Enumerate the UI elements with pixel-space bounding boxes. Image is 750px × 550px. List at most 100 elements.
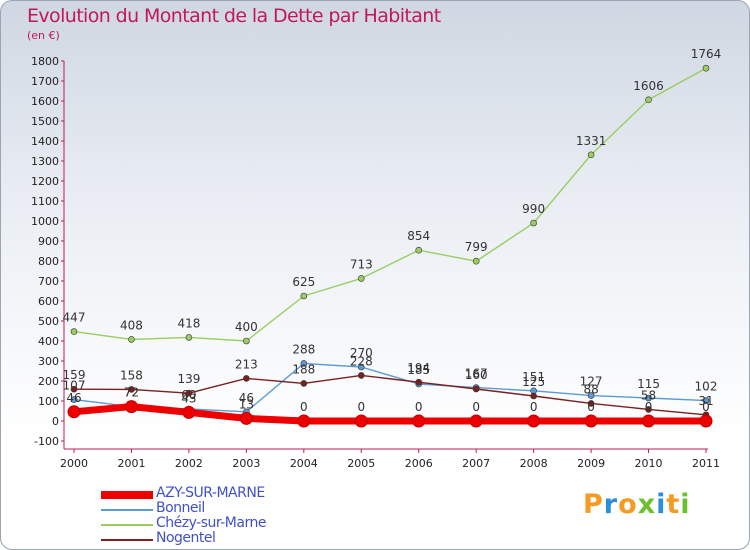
data-label: 194 bbox=[407, 361, 430, 375]
data-label: 72 bbox=[124, 386, 139, 400]
data-point bbox=[415, 246, 423, 254]
data-label: 418 bbox=[177, 316, 200, 330]
y-tick-label: 900 bbox=[38, 235, 59, 248]
logo-letter: x bbox=[637, 489, 657, 520]
data-point bbox=[300, 292, 308, 300]
data-point bbox=[128, 386, 135, 393]
data-label: 0 bbox=[357, 400, 365, 414]
y-tick-label: 300 bbox=[38, 355, 59, 368]
data-label: 160 bbox=[465, 368, 488, 382]
data-label: 167 bbox=[465, 367, 488, 381]
data-point bbox=[702, 64, 710, 72]
x-tick-label: 2011 bbox=[692, 457, 720, 470]
data-label: 46 bbox=[66, 391, 81, 405]
data-label: 270 bbox=[350, 346, 373, 360]
data-label: 185 bbox=[407, 363, 430, 377]
x-tick-label: 2002 bbox=[175, 457, 203, 470]
legend-swatch bbox=[101, 509, 153, 511]
y-tick-label: 700 bbox=[38, 275, 59, 288]
series-line-ch-zy-sur-marne bbox=[73, 67, 707, 342]
data-point bbox=[300, 360, 308, 367]
data-point bbox=[699, 414, 713, 428]
data-label: 0 bbox=[300, 400, 308, 414]
data-label: 43 bbox=[181, 391, 196, 405]
x-tick-label: 2007 bbox=[462, 457, 490, 470]
data-label: 88 bbox=[583, 382, 598, 396]
data-point bbox=[527, 414, 541, 428]
legend: AZY-SUR-MARNE Bonneil Chézy-sur-Marne Nogen… bbox=[101, 485, 341, 547]
data-label: 447 bbox=[63, 311, 86, 325]
y-tick-label: 1700 bbox=[31, 75, 59, 88]
data-label: 400 bbox=[235, 320, 258, 334]
y-tick-label: 1400 bbox=[31, 135, 59, 148]
data-point bbox=[415, 378, 423, 386]
data-point bbox=[185, 334, 193, 341]
data-point bbox=[70, 385, 78, 393]
data-point bbox=[243, 337, 250, 345]
legend-item: Chézy-sur-Marne bbox=[101, 515, 341, 532]
data-point bbox=[70, 396, 78, 403]
proxiti-logo: Proxiti bbox=[583, 489, 691, 520]
data-label: 127 bbox=[580, 375, 603, 389]
data-point bbox=[67, 405, 81, 419]
data-point bbox=[354, 414, 368, 428]
data-label: 228 bbox=[350, 354, 373, 368]
data-label: 46 bbox=[239, 391, 254, 405]
series-line-azy-sur-marne bbox=[70, 403, 710, 425]
y-tick-label: 1300 bbox=[31, 155, 59, 168]
legend-label: Bonneil bbox=[156, 500, 205, 516]
x-tick-label: 2006 bbox=[405, 457, 433, 470]
legend-label: AZY-SUR-MARNE bbox=[156, 485, 265, 501]
y-tick-label: 1800 bbox=[31, 55, 59, 68]
y-tick-label: 100 bbox=[38, 395, 59, 408]
data-label: 625 bbox=[292, 275, 315, 289]
chart-title: Evolution du Montant de la Dette par Hab… bbox=[27, 5, 441, 27]
data-point bbox=[587, 392, 595, 399]
logo-letter: P bbox=[583, 489, 604, 520]
data-label: 125 bbox=[522, 375, 545, 389]
data-label: 139 bbox=[177, 372, 200, 386]
y-tick-label: 800 bbox=[38, 255, 59, 268]
data-label: 31 bbox=[698, 394, 713, 408]
data-point bbox=[530, 392, 537, 400]
legend-item: Bonneil bbox=[101, 500, 341, 517]
data-point bbox=[587, 400, 595, 407]
x-tick-label: 2009 bbox=[577, 457, 605, 470]
y-tick-label: 200 bbox=[38, 375, 59, 388]
data-label: 0 bbox=[645, 400, 653, 414]
data-point bbox=[239, 411, 253, 425]
data-point bbox=[645, 406, 652, 413]
data-label: 213 bbox=[235, 357, 258, 371]
logo-letter: r bbox=[603, 489, 619, 520]
data-label: 408 bbox=[120, 318, 143, 332]
data-point bbox=[645, 394, 652, 402]
data-label: 0 bbox=[415, 400, 423, 414]
data-point bbox=[472, 257, 480, 265]
data-point bbox=[472, 385, 480, 393]
data-label: 713 bbox=[350, 257, 373, 271]
x-tick-label: 2001 bbox=[117, 457, 145, 470]
data-label: 188 bbox=[292, 362, 315, 376]
logo-letter: t bbox=[666, 489, 681, 520]
logo-letter: o bbox=[618, 489, 638, 520]
data-label: 13 bbox=[239, 397, 254, 411]
data-label: 102 bbox=[695, 380, 718, 394]
data-point bbox=[185, 389, 193, 397]
data-point bbox=[584, 414, 598, 428]
data-label: 0 bbox=[702, 400, 710, 414]
x-tick-label: 2000 bbox=[60, 457, 88, 470]
chart-subtitle: (en €) bbox=[27, 29, 60, 42]
y-tick-label: 600 bbox=[38, 295, 59, 308]
y-tick-label: 0 bbox=[52, 415, 59, 428]
y-tick-label: 500 bbox=[38, 315, 59, 328]
data-point bbox=[243, 375, 250, 382]
data-label: 0 bbox=[587, 400, 595, 414]
y-tick-label: 1500 bbox=[31, 115, 59, 128]
legend-swatch bbox=[101, 524, 153, 526]
series-line-nogentel bbox=[73, 374, 707, 416]
logo-letter: i bbox=[656, 489, 667, 520]
data-label: 58 bbox=[641, 388, 656, 402]
data-point bbox=[587, 151, 595, 159]
